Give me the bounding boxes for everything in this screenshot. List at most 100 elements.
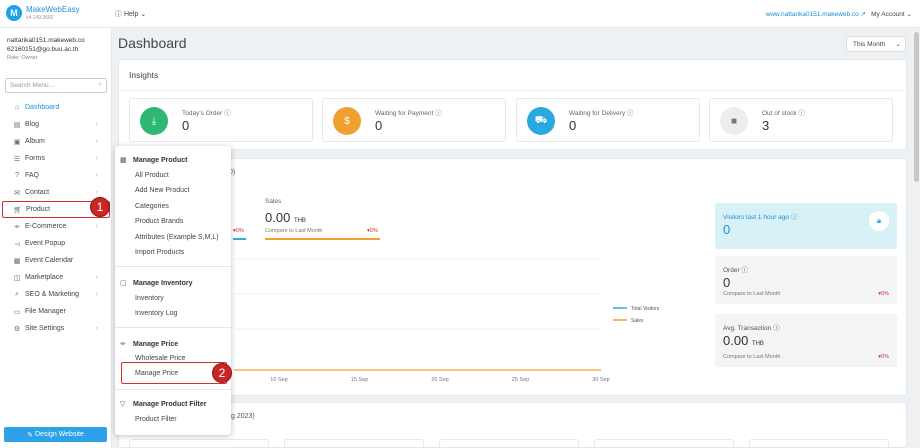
page-title: Dashboard [118,35,187,51]
external-link-icon: ↗ [860,11,866,18]
flyout-wholesale-price[interactable]: Wholesale Price [135,355,186,362]
sidebar-item-album[interactable]: ▣ Album › [0,133,112,150]
stat-compare: Compare to Last Month [723,291,781,297]
sidebar-item-file-manager[interactable]: ▭ File Manager [0,303,112,320]
site-link[interactable]: www.nattarika0151.makeweb.co ↗ [766,10,866,18]
makeweb-logo-icon[interactable]: M [6,5,22,21]
chevron-down-icon: ⌄ [895,41,901,48]
mini-card [594,439,734,448]
divider [115,327,231,328]
legend-label: Sales [631,318,644,324]
info-icon: ⓘ [626,110,634,117]
pencil-icon: ✎ [27,431,35,439]
my-account-menu[interactable]: My Account ⌄ [871,10,912,18]
insight-card-today-order[interactable]: ⤓ Today's Order ⓘ 0 [129,98,313,142]
megaphone-icon: ◅ [14,240,20,248]
stat-title: Order ⓘ [723,267,748,274]
sidebar-item-label: Marketplace [25,274,64,281]
insight-card-waiting-payment[interactable]: $ Waiting for Payment ⓘ 0 [322,98,506,142]
sidebar-item-seo[interactable]: ⌕ SEO & Marketing › [0,286,112,303]
invoice-icon: $ [333,107,361,135]
sidebar-item-dashboard[interactable]: ⌂ Dashboard [0,99,112,116]
sidebar-item-contact[interactable]: ✉ Contact › [0,184,112,201]
chevron-right-icon: › [95,325,98,332]
cart-icon: 🛒︎ [13,206,23,214]
sidebar-item-event-calendar[interactable]: ▦ Event Calendar [0,252,112,269]
sidebar-menu: ⌂ Dashboard ▤ Blog › ▣ Album › ☰ Forms ›… [0,99,112,337]
stat-value: 0 [723,222,731,237]
insight-value: 0 [375,118,383,133]
stat-value: 0 [723,275,731,290]
x-tick-label: 25 Sep [512,377,529,383]
divider [115,389,231,390]
info-icon: ⓘ [798,110,806,117]
page-scrollbar[interactable] [913,28,920,448]
info-icon: ⓘ [435,110,442,117]
x-tick-label: 10 Sep [270,377,287,383]
image-icon: ▣ [13,138,21,146]
my-account-label: My Account [871,11,905,18]
sidebar-item-label: Album [25,138,45,145]
calendar-icon: ▦ [13,257,21,265]
x-tick-label: 30 Sep [592,377,609,383]
flyout-categories[interactable]: Categories [135,203,169,210]
flyout-manage-price[interactable]: Manage Price [135,370,179,377]
mini-card [439,439,579,448]
brand-name: MakeWebEasy [26,5,80,14]
scrollbar-thumb[interactable] [914,32,919,182]
search-icon: ⌕ [15,290,19,298]
period-select[interactable]: This Month ⌄ [846,36,906,52]
sidebar-item-label: Contact [25,189,50,196]
visitors-change: ▾0% [233,228,244,234]
stat-visitors-hour: Visitors last 1 hour ago ⓘ 0 🔒︎ [715,203,897,249]
bottom-panel: g 2023) [118,402,907,448]
tag-icon: ⌯ [120,340,126,347]
insight-value: 3 [762,118,770,133]
design-website-button[interactable]: ✎ Design Website [4,427,107,442]
insights-title: Insights [129,70,159,80]
insight-card-out-of-stock[interactable]: ■ Out of stock ⓘ 3 [709,98,893,142]
step-callout-2: 2 [212,363,232,383]
sidebar-item-forms[interactable]: ☰ Forms › [0,150,112,167]
flyout-attributes[interactable]: Attributes (Example S,M,L) [135,234,219,241]
user-email: 62160151@go.buu.ac.th [7,46,79,53]
info-icon: ⓘ [741,267,748,274]
section-manage-inventory: ▢ Manage Inventory [120,279,193,288]
step-callout-1: 1 [90,197,110,217]
insight-card-waiting-delivery[interactable]: ⛟ Waiting for Delivery ⓘ 0 [516,98,700,142]
sidebar-item-ecommerce[interactable]: ⌯ E-Commerce › [0,218,112,235]
flyout-add-new-product[interactable]: Add New Product [135,187,190,194]
divider [119,90,906,91]
flyout-inventory[interactable]: Inventory [135,295,164,302]
sidebar-item-label: Site Settings [25,325,65,332]
help-menu[interactable]: ⓘ Help ⌄ [115,9,146,19]
sidebar-item-label: Blog [25,121,40,128]
insight-label: Out of stock ⓘ [762,110,806,117]
sidebar-item-event-popup[interactable]: ◅ Event Popup [0,235,112,252]
sidebar-item-faq[interactable]: ? FAQ › [0,167,112,184]
flyout-product-brands[interactable]: Product Brands [135,218,184,225]
insight-value: 0 [569,118,577,133]
stat-title: Avg. Transaction ⓘ [723,325,780,332]
insight-label: Today's Order ⓘ [182,110,231,117]
search-menu-input[interactable]: Search Menu... ⌕ [5,78,107,93]
analytics-panel: 0) ▾0% Sales 0.00 THB Compare to Last Mo… [118,158,907,396]
period-label: This Month [853,41,886,48]
flyout-product-filter[interactable]: Product Filter [135,416,177,423]
top-bar: M MakeWebEasy v4.149.3682 ⓘ Help ⌄ www.n… [0,0,920,28]
sidebar-item-site-settings[interactable]: ⚙ Site Settings › [0,320,112,337]
flyout-import-products[interactable]: Import Products [135,249,185,256]
tag-icon: ⌯ [14,222,20,230]
lock-icon[interactable]: 🔒︎ [869,211,889,231]
sidebar-item-label: Product [26,206,51,213]
flyout-inventory-log[interactable]: Inventory Log [135,310,178,317]
sidebar-item-blog[interactable]: ▤ Blog › [0,116,112,133]
help-icon: ⓘ [115,11,122,18]
sales-compare: Compare to Last Month [265,228,323,234]
section-manage-price: ⌯ Manage Price [120,340,179,348]
sales-bar [265,238,380,240]
visitors-bar [233,238,246,240]
sidebar-item-marketplace[interactable]: ◫ Marketplace › [0,269,112,286]
flyout-all-product[interactable]: All Product [135,172,169,179]
sidebar-item-label: File Manager [25,308,66,315]
